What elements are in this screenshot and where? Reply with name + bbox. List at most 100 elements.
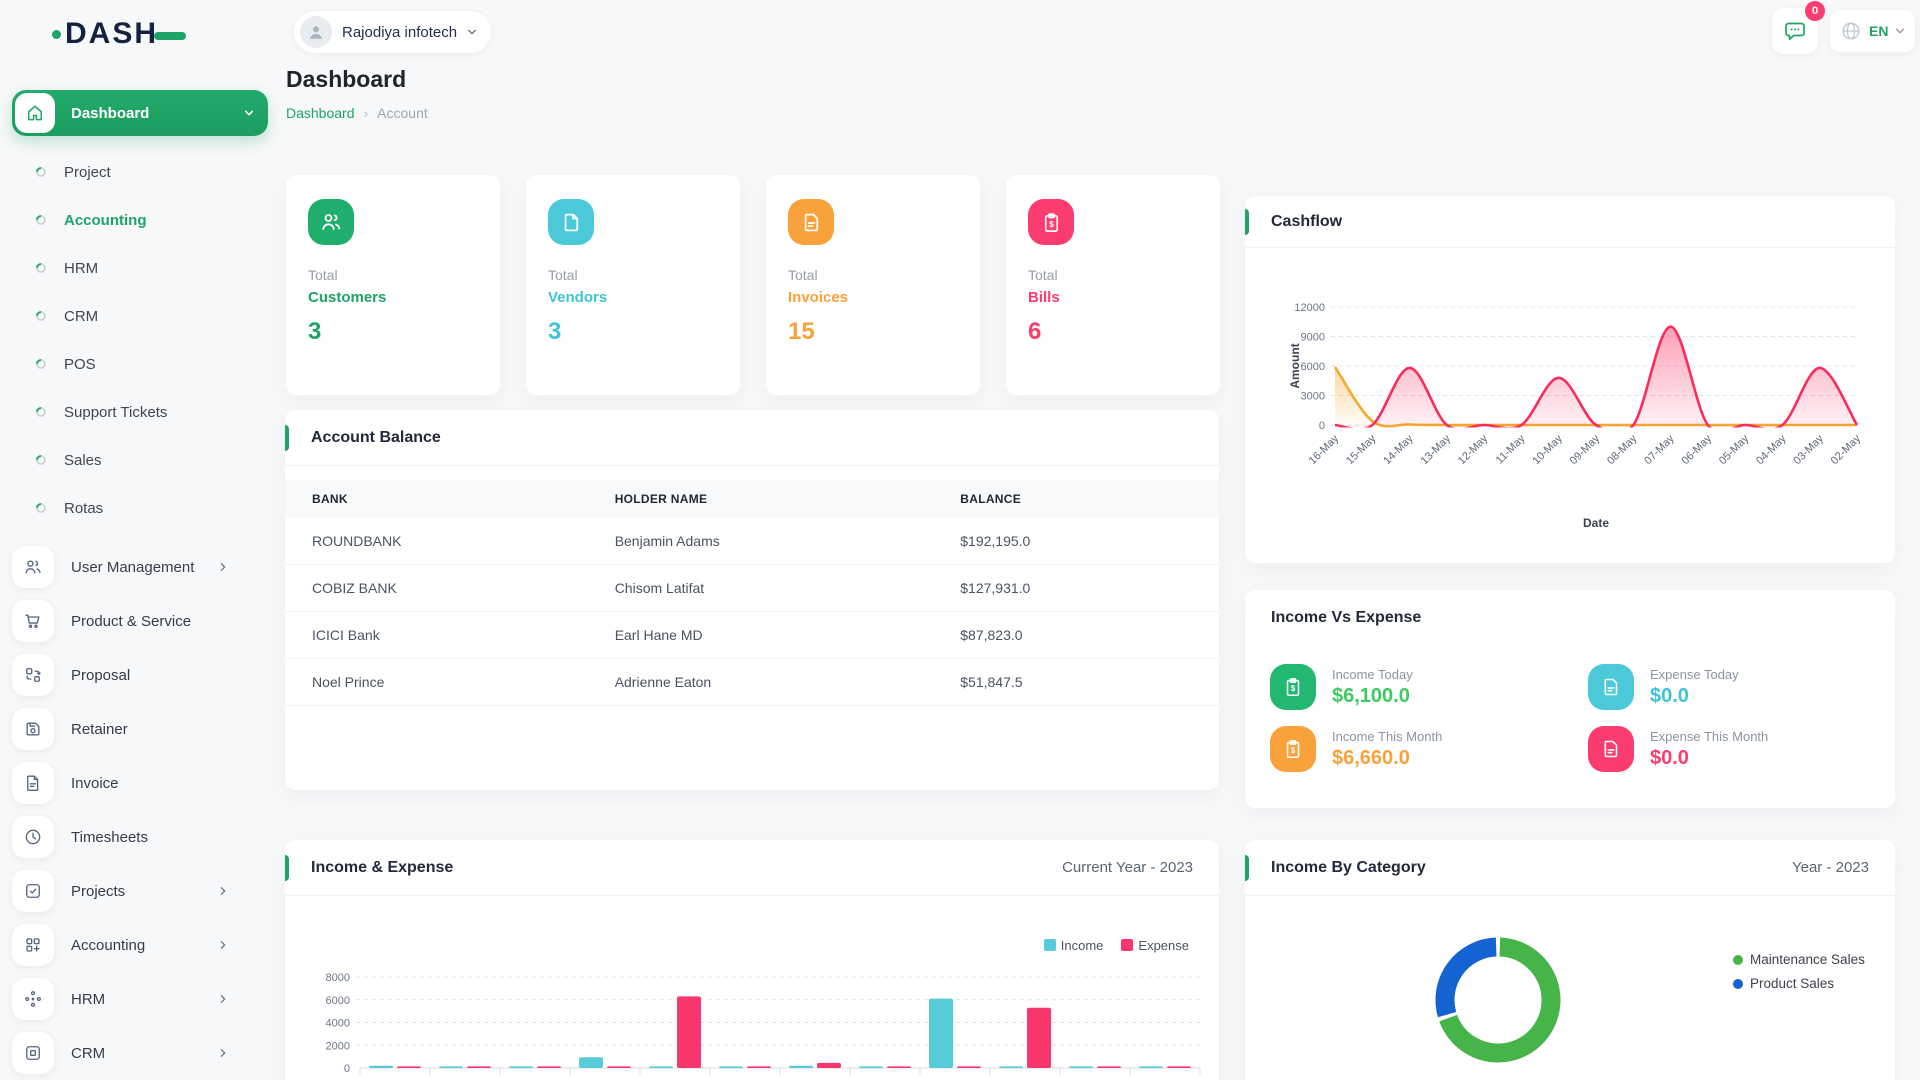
- brand-name: DASH: [65, 17, 159, 50]
- card-header: Account Balance: [285, 410, 1219, 466]
- accent-bar: [1245, 855, 1249, 881]
- metric-value: $6,660.0: [1332, 747, 1410, 769]
- metric-label: Income Today: [1332, 667, 1413, 682]
- chevron-right-icon: [220, 887, 226, 895]
- stat-label: Total: [308, 267, 338, 283]
- income-clipboard-icon: $: [1270, 664, 1316, 710]
- bank-cell: ROUNDBANK: [285, 518, 615, 565]
- metric-value: $0.0: [1650, 747, 1689, 769]
- sidebar-item-hrm-module[interactable]: HRM: [0, 972, 280, 1026]
- bullet-icon: [33, 404, 49, 420]
- chevron-right-icon: [220, 563, 226, 571]
- legend-maintenance-sales: Maintenance Sales: [1733, 952, 1865, 967]
- sidebar-item-label: CRM: [64, 307, 99, 325]
- bank-cell: COBIZ BANK: [285, 564, 615, 612]
- vendors-icon: [548, 199, 594, 245]
- sidebar-item-user-management[interactable]: User Management: [0, 540, 280, 594]
- sidebar-item-timesheets[interactable]: Timesheets: [0, 810, 280, 864]
- globe-icon: [1842, 22, 1860, 40]
- sidebar-item-label: User Management: [71, 558, 195, 576]
- svg-text:12000: 12000: [1294, 302, 1325, 314]
- stat-value: 6: [1028, 318, 1042, 345]
- stat-name: Invoices: [788, 289, 849, 306]
- svg-text:9000: 9000: [1301, 332, 1325, 344]
- bills-icon: $: [1028, 199, 1074, 245]
- balance-cell: $192,195.0: [960, 518, 1219, 565]
- sidebar-item-hrm[interactable]: HRM: [0, 244, 280, 292]
- svg-text:04-May: 04-May: [1754, 432, 1789, 467]
- stat-card-invoices: Total Invoices 15: [766, 175, 980, 395]
- stat-label: Total: [548, 267, 578, 283]
- card-header: Income & Expense Current Year - 2023: [285, 840, 1219, 896]
- svg-text:09-May: 09-May: [1568, 432, 1603, 467]
- svg-text:$: $: [1291, 684, 1296, 693]
- svg-text:12-May: 12-May: [1456, 432, 1491, 467]
- customers-icon: [308, 199, 354, 245]
- sidebar-item-product-service[interactable]: Product & Service: [0, 594, 280, 648]
- column-header: HOLDER NAME: [614, 480, 961, 518]
- language-selector[interactable]: EN: [1830, 10, 1916, 52]
- income-clipboard-icon: $: [1270, 726, 1316, 772]
- metric-label: Expense This Month: [1650, 729, 1769, 744]
- svg-text:2000: 2000: [326, 1040, 350, 1052]
- bullet-icon: [33, 356, 49, 372]
- stat-value: 15: [788, 318, 815, 345]
- card-title: Cashflow: [1271, 212, 1343, 230]
- sidebar-item-project[interactable]: Project: [0, 148, 280, 196]
- person-icon: [310, 26, 322, 39]
- sidebar-item-label: Proposal: [71, 666, 131, 684]
- sidebar-item-crm-module[interactable]: CRM: [0, 1026, 280, 1080]
- sidebar-item-sales[interactable]: Sales: [0, 436, 280, 484]
- grid-plus-icon: [12, 924, 54, 966]
- balance-cell: $87,823.0: [960, 611, 1219, 659]
- holder-cell: Chisom Latifat: [614, 564, 961, 612]
- maintenance-swatch: [1733, 954, 1743, 965]
- account-balance-table: BANK HOLDER NAME BALANCE ROUNDBANK Benja…: [285, 480, 1219, 706]
- sidebar-item-pos[interactable]: POS: [0, 340, 280, 388]
- table-header-row: BANK HOLDER NAME BALANCE: [285, 480, 1219, 518]
- sidebar-item-rotas[interactable]: Rotas: [0, 484, 280, 532]
- table-row: COBIZ BANK Chisom Latifat $127,931.0: [285, 564, 1219, 612]
- sidebar-item-label: Project: [64, 163, 111, 181]
- sidebar-item-label: Rotas: [64, 499, 104, 517]
- nodes-icon: [12, 978, 54, 1020]
- breadcrumb-current: Account: [377, 105, 428, 121]
- company-name: Rajodiya infotech: [342, 23, 458, 41]
- breadcrumb-home-link[interactable]: Dashboard: [286, 105, 355, 121]
- svg-text:8000: 8000: [326, 972, 350, 984]
- stat-value: 3: [548, 318, 562, 345]
- svg-text:3000: 3000: [1301, 391, 1325, 403]
- sidebar-item-support-tickets[interactable]: Support Tickets: [0, 388, 280, 436]
- chart-legend: Income Expense: [1043, 938, 1189, 953]
- sidebar-item-projects[interactable]: Projects: [0, 864, 280, 918]
- legend-expense: Expense: [1121, 938, 1189, 953]
- language-code: EN: [1869, 23, 1889, 39]
- card-header: Cashflow: [1245, 196, 1895, 248]
- svg-text:11-May: 11-May: [1494, 432, 1528, 466]
- bullet-icon: [33, 164, 49, 180]
- messages-button[interactable]: 0: [1772, 1, 1825, 54]
- breadcrumb: Dashboard › Account: [286, 105, 428, 121]
- brand-logo[interactable]: DASH: [52, 14, 187, 54]
- clock-icon: [12, 816, 54, 858]
- sidebar-item-invoice[interactable]: Invoice: [0, 756, 280, 810]
- card-title: Account Balance: [311, 428, 441, 446]
- expense-swatch: [1121, 939, 1134, 951]
- income-this-month-item: $ Income This Month $6,660.0: [1270, 726, 1442, 772]
- dashboard-submenu: Project Accounting HRM CRM POS Support T…: [0, 148, 280, 532]
- sidebar-item-retainer[interactable]: Retainer: [0, 702, 280, 756]
- company-selector[interactable]: Rajodiya infotech: [293, 10, 493, 54]
- expense-doc-icon: [1588, 726, 1634, 772]
- bullet-icon: [33, 452, 49, 468]
- sidebar-item-dashboard[interactable]: Dashboard: [12, 90, 268, 136]
- sidebar-item-accounting[interactable]: Accounting: [0, 196, 280, 244]
- svg-text:16-May: 16-May: [1307, 432, 1342, 467]
- svg-text:15-May: 15-May: [1344, 432, 1379, 467]
- legend-income: Income: [1043, 938, 1103, 953]
- metric-value: $0.0: [1650, 685, 1689, 707]
- sidebar-item-accounting-module[interactable]: Accounting: [0, 918, 280, 972]
- sidebar-item-crm[interactable]: CRM: [0, 292, 280, 340]
- sidebar-item-proposal[interactable]: Proposal: [0, 648, 280, 702]
- bullet-icon: [33, 308, 49, 324]
- income-swatch: [1043, 939, 1056, 951]
